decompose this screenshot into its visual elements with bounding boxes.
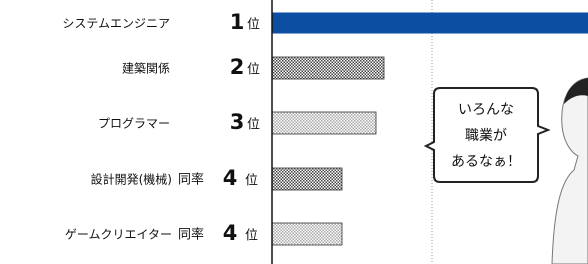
chart: システムエンジニア1位建築関係2位プログラマー3位設計開発(機械)同率4位ゲーム…	[0, 0, 588, 264]
bar	[272, 168, 342, 190]
category-label: 建築関係	[122, 61, 170, 76]
person	[552, 78, 588, 264]
bar	[272, 57, 384, 79]
rank-unit: 位	[245, 174, 258, 189]
category-label: 設計開発(機械)	[91, 172, 172, 187]
rank-number: 4	[223, 166, 238, 190]
bar	[272, 13, 588, 34]
rank-number: 3	[230, 110, 245, 134]
speech-text: あるなぁ！	[451, 154, 521, 170]
speech-text: いろんな	[458, 102, 514, 118]
rank-unit: 位	[245, 229, 258, 244]
category-label: システムエンジニア	[62, 17, 170, 31]
speech-text: 職業が	[465, 128, 507, 144]
category-label: ゲームクリエイター	[65, 228, 172, 242]
rank-unit: 位	[247, 18, 260, 33]
rank-number: 4	[223, 221, 238, 245]
bar	[272, 112, 376, 134]
rank-number: 1	[230, 10, 245, 34]
rank-unit: 位	[247, 63, 260, 78]
page: システムエンジニア1位建築関係2位プログラマー3位設計開発(機械)同率4位ゲーム…	[0, 0, 588, 264]
rank-unit: 位	[247, 118, 260, 133]
rank-prefix: 同率	[178, 227, 204, 243]
bar	[272, 223, 342, 245]
rank-prefix: 同率	[178, 172, 204, 188]
rank-number: 2	[230, 55, 245, 79]
category-label: プログラマー	[98, 117, 170, 131]
